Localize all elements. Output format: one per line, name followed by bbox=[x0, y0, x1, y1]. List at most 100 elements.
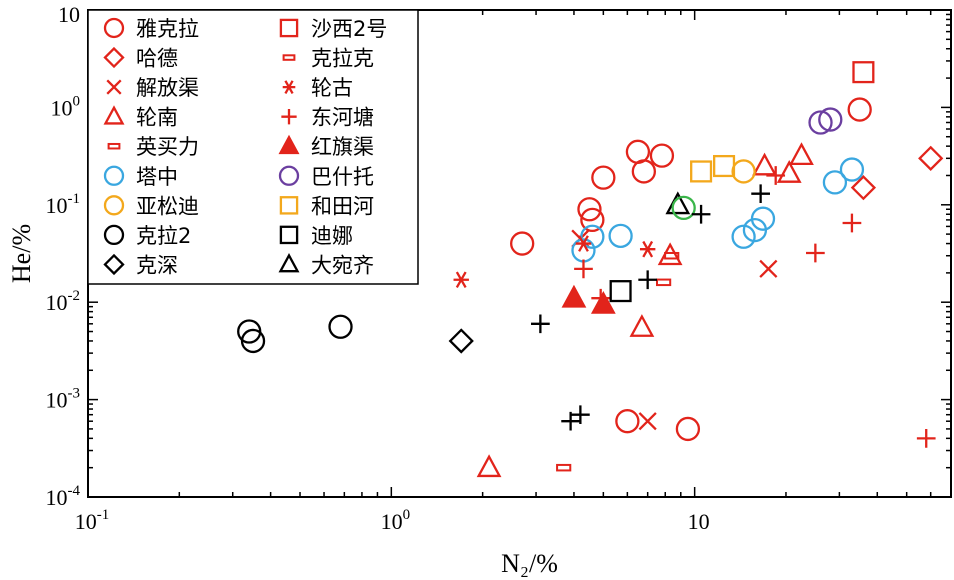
legend-label: 塔中 bbox=[136, 165, 178, 189]
data-point bbox=[615, 409, 640, 434]
data-point bbox=[531, 314, 550, 334]
legend-label: 克拉克 bbox=[311, 47, 374, 71]
data-point bbox=[852, 61, 875, 84]
data-point bbox=[850, 175, 877, 201]
legend-marker bbox=[107, 142, 121, 150]
data-point bbox=[842, 213, 862, 233]
data-point bbox=[510, 231, 535, 256]
data-point bbox=[476, 454, 502, 478]
data-point bbox=[639, 240, 656, 258]
data-point bbox=[691, 204, 711, 224]
data-point bbox=[638, 270, 658, 290]
legend-label: 和田河 bbox=[311, 194, 374, 218]
data-point bbox=[571, 405, 590, 425]
data-point bbox=[575, 235, 592, 252]
data-point bbox=[609, 280, 632, 303]
y-tick-label: 10-1 bbox=[46, 191, 81, 218]
data-point bbox=[918, 145, 944, 171]
data-point bbox=[448, 328, 474, 354]
data-point bbox=[789, 142, 814, 165]
data-point bbox=[561, 411, 580, 431]
x-tick-label: 100 bbox=[381, 507, 411, 534]
data-point bbox=[590, 290, 616, 314]
data-point bbox=[731, 159, 756, 184]
data-point bbox=[664, 251, 680, 260]
legend-label: 英买力 bbox=[136, 135, 199, 159]
legend-label: 东河塘 bbox=[311, 106, 374, 130]
legend-marker bbox=[278, 165, 300, 186]
legend-label: 解放渠 bbox=[136, 76, 199, 100]
data-point bbox=[638, 412, 657, 431]
legend-marker bbox=[103, 17, 125, 39]
data-point bbox=[671, 195, 696, 221]
data-point bbox=[808, 110, 833, 135]
legend-marker bbox=[103, 253, 125, 276]
tick-labels: 10-1 100 10 10-4 10-3 10-2 10-1 100 10 bbox=[46, 2, 710, 534]
legend-box bbox=[87, 9, 419, 285]
data-point bbox=[822, 170, 848, 195]
legend-marker bbox=[103, 165, 125, 186]
legend-marker bbox=[278, 134, 300, 155]
legend-marker bbox=[279, 196, 299, 215]
data-points bbox=[237, 61, 944, 478]
data-point bbox=[752, 152, 777, 176]
legend-marker bbox=[279, 18, 299, 38]
data-point bbox=[580, 207, 605, 233]
data-point bbox=[818, 107, 843, 132]
legend-marker bbox=[282, 54, 296, 61]
legend-label: 哈德 bbox=[136, 47, 178, 71]
data-point bbox=[713, 154, 736, 178]
legend-label: 亚松迪 bbox=[136, 194, 199, 218]
legend-label: 雅克拉 bbox=[136, 17, 199, 41]
data-point bbox=[656, 278, 672, 287]
legend-marker bbox=[278, 253, 300, 273]
data-point bbox=[629, 314, 655, 337]
legend-label: 克拉2 bbox=[136, 224, 191, 248]
data-point bbox=[916, 429, 936, 448]
data-point bbox=[561, 284, 587, 308]
y-tick-label: 10-3 bbox=[46, 386, 81, 413]
data-point bbox=[608, 223, 633, 248]
data-point bbox=[766, 166, 786, 185]
legend-label: 大宛齐 bbox=[311, 253, 374, 277]
legend-marker bbox=[103, 195, 125, 216]
y-tick-label: 10-4 bbox=[46, 483, 81, 510]
y-tick-label: 10 bbox=[58, 2, 80, 27]
legend-marker bbox=[106, 79, 122, 95]
legend-label: 巴什托 bbox=[311, 165, 374, 189]
y-axis-label: He/% bbox=[7, 224, 36, 283]
data-point bbox=[847, 97, 872, 122]
data-point bbox=[759, 259, 778, 278]
x-tick-label: 10 bbox=[688, 509, 710, 534]
data-point bbox=[690, 160, 713, 183]
data-point bbox=[631, 159, 657, 184]
data-point bbox=[591, 165, 616, 190]
y-tick-label: 100 bbox=[51, 93, 81, 120]
legend-marker bbox=[103, 46, 125, 69]
x-axis-label: N₂/% bbox=[501, 549, 558, 578]
data-point bbox=[675, 416, 701, 442]
data-point bbox=[556, 463, 572, 472]
legend-marker bbox=[103, 224, 125, 246]
data-point bbox=[776, 160, 802, 183]
legend-label: 迪娜 bbox=[311, 224, 353, 248]
legend-marker bbox=[282, 80, 296, 94]
data-point bbox=[240, 328, 266, 354]
legend-label: 克深 bbox=[136, 253, 178, 277]
legend-marker bbox=[279, 225, 299, 245]
data-point bbox=[750, 206, 776, 231]
legend-label: 红旗渠 bbox=[311, 135, 374, 159]
data-point bbox=[580, 224, 605, 249]
data-point bbox=[577, 197, 602, 222]
y-tick-label: 10-2 bbox=[46, 288, 81, 315]
data-point bbox=[806, 243, 825, 263]
legend-label: 轮南 bbox=[136, 106, 178, 130]
x-tick-label: 10-1 bbox=[75, 507, 110, 534]
data-point bbox=[839, 157, 865, 182]
legend-label: 沙西2号 bbox=[311, 17, 387, 41]
data-point bbox=[751, 184, 770, 204]
data-point bbox=[453, 271, 469, 289]
legend-marker bbox=[281, 109, 297, 125]
